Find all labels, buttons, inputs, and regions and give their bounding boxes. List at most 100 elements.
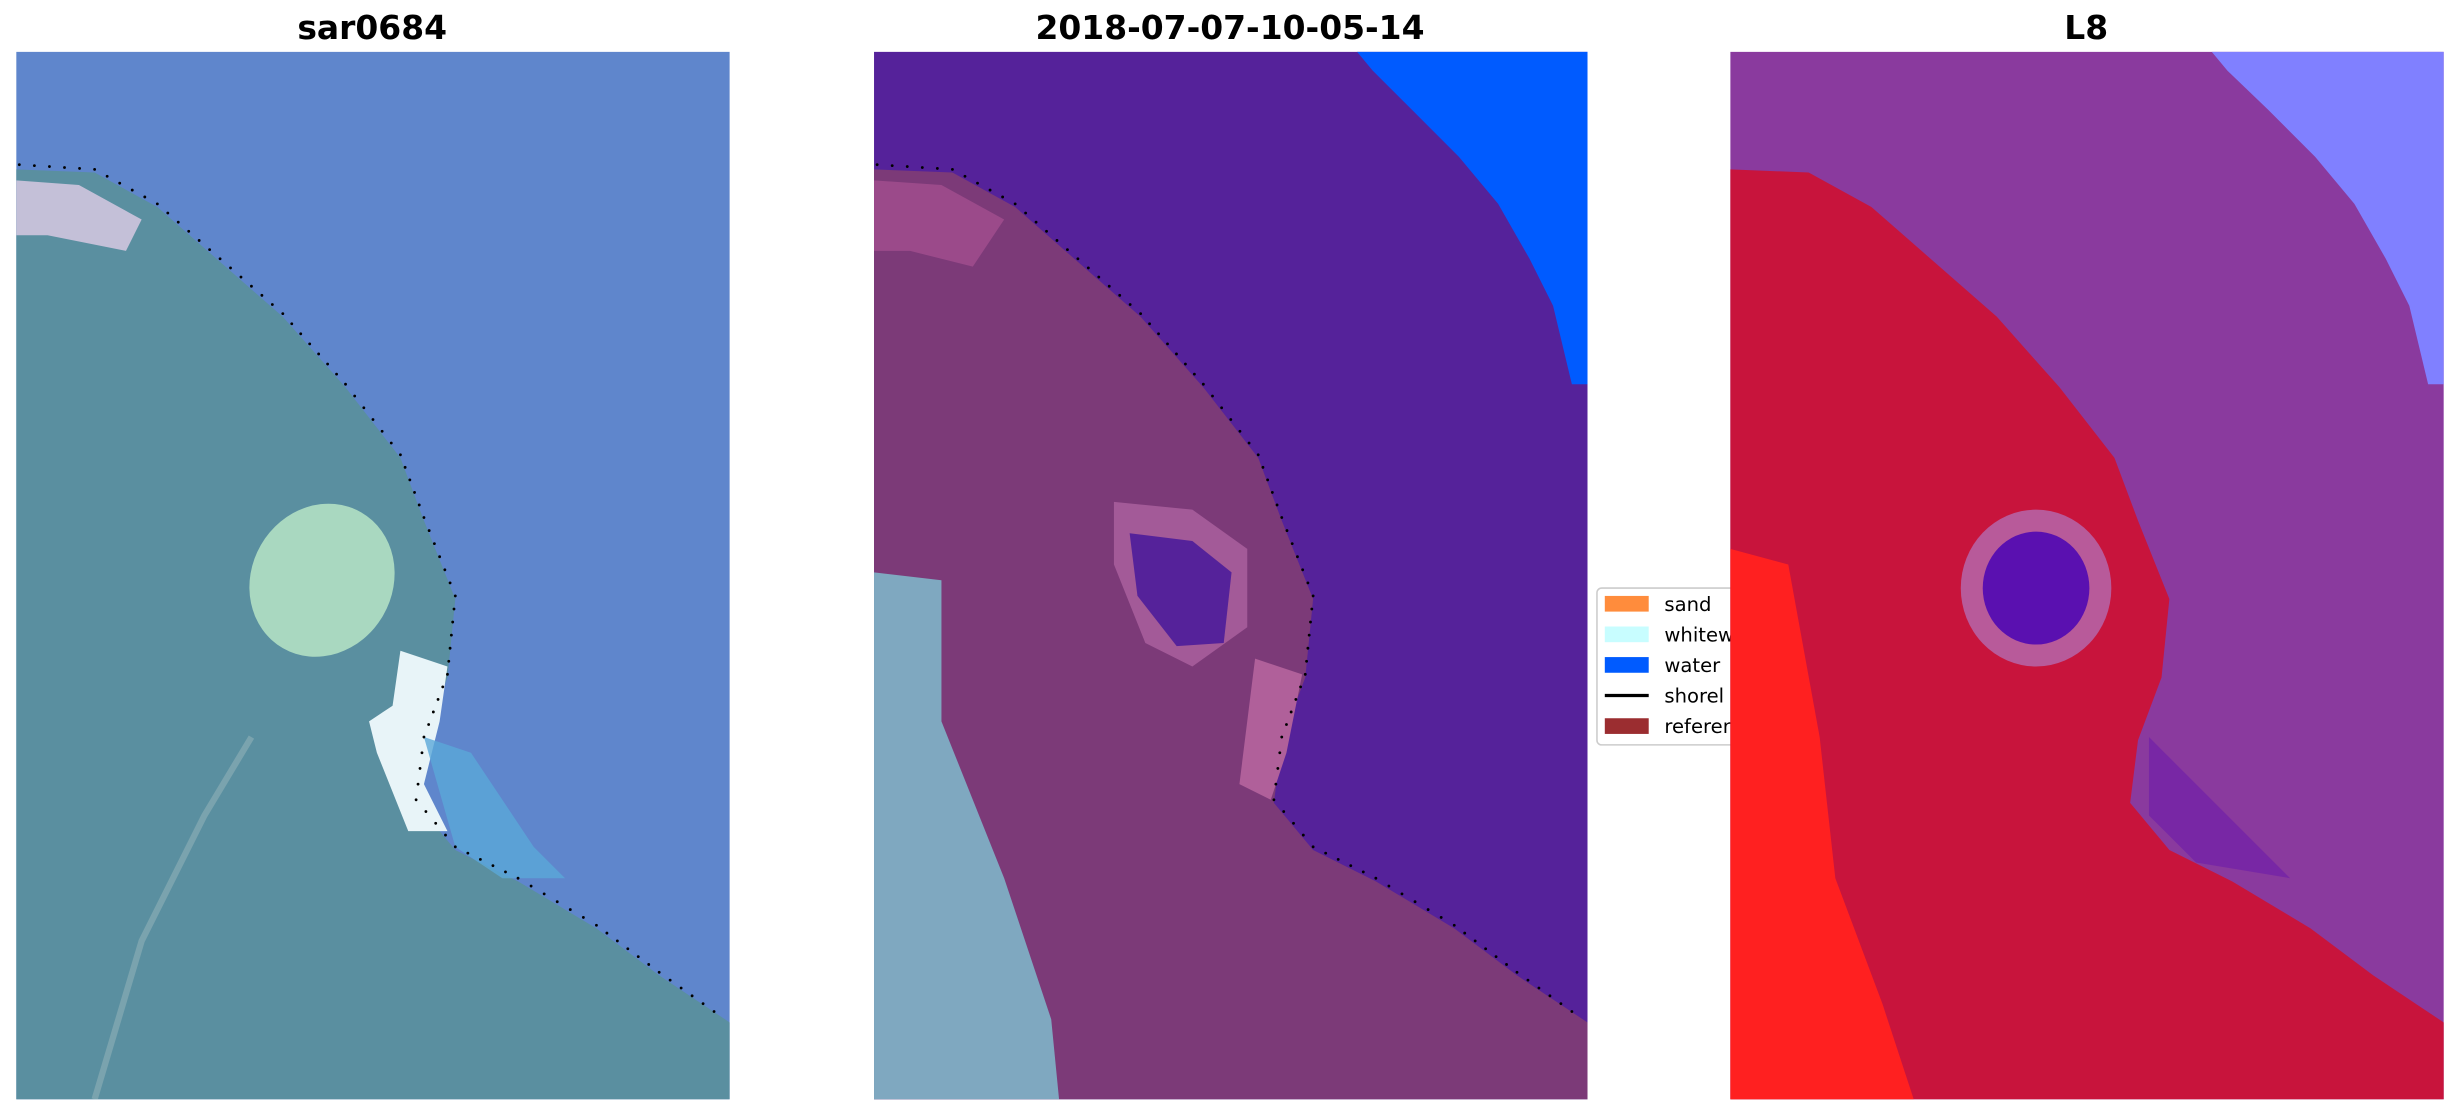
l8-panel <box>1730 51 2444 1100</box>
shoreline-dot <box>1229 418 1233 421</box>
shoreline-dot <box>657 970 661 974</box>
shoreline-dot <box>408 478 412 482</box>
shoreline-dot <box>417 503 421 507</box>
shoreline-dot <box>595 923 598 927</box>
shoreline-dot <box>451 620 455 624</box>
shoreline-dot <box>130 188 134 192</box>
shoreline-dot <box>1280 516 1284 519</box>
shoreline-dot <box>260 293 264 297</box>
classified-panel <box>874 51 1588 1100</box>
shoreline-dot <box>447 659 451 663</box>
shoreline-dot <box>1570 1010 1574 1013</box>
shoreline-dot <box>143 195 147 199</box>
shoreline-dot <box>453 845 457 849</box>
shoreline-dot <box>491 864 495 868</box>
shoreline-dot <box>335 372 338 376</box>
shoreline-dot <box>1247 441 1251 445</box>
shoreline-dot <box>504 870 507 874</box>
shoreline-dot <box>380 429 384 433</box>
shoreline-dot <box>229 266 232 270</box>
legend-label: sand <box>1664 593 1711 616</box>
shoreline-dot <box>105 174 109 178</box>
shoreline-dot <box>1148 322 1151 326</box>
shoreline-dot <box>1484 947 1488 951</box>
shoreline-dot <box>1290 542 1294 546</box>
shoreline-dot <box>1537 986 1541 990</box>
shoreline-dot <box>555 900 559 904</box>
shoreline-dot <box>155 202 159 206</box>
shoreline-dot <box>32 164 36 168</box>
shoreline-dot <box>1301 833 1305 837</box>
shoreline-dot <box>344 382 347 386</box>
shoreline-dot <box>452 607 456 611</box>
shoreline-dot <box>1211 394 1214 398</box>
shoreline-dot <box>1292 821 1295 825</box>
shoreline-dot <box>1285 529 1289 532</box>
shoreline-dot <box>1336 857 1340 861</box>
shoreline-dot <box>414 798 418 802</box>
legend: sand whitew water shorel referen <box>1596 587 1739 746</box>
shoreline-dot <box>1238 429 1242 433</box>
legend-label: shorel <box>1664 685 1724 708</box>
shoreline-dot <box>1274 782 1278 786</box>
legend-label: water <box>1664 654 1721 677</box>
shoreline-dot <box>431 710 435 714</box>
shoreline-dot <box>712 1010 716 1013</box>
shoreline-dot <box>615 939 619 943</box>
shoreline-dot <box>1387 884 1391 888</box>
shoreline-dot <box>1086 266 1090 270</box>
shoreline-dot <box>1306 646 1310 650</box>
shoreline-dot <box>166 211 170 215</box>
shoreline-dot <box>1275 503 1279 507</box>
shoreline-dot <box>399 453 402 457</box>
shoreline-dot <box>48 165 51 168</box>
shoreline-dot <box>418 767 422 770</box>
shoreline-dot <box>1494 955 1498 959</box>
shoreline-dot <box>963 174 967 178</box>
shoreline-dot <box>1285 723 1288 726</box>
shoreline-dot <box>636 955 640 959</box>
shoreline-dot <box>1192 372 1196 376</box>
shoreline-dot <box>197 239 201 242</box>
shoreline-dot <box>1311 594 1315 598</box>
shoreline-dot <box>270 303 274 306</box>
shoreline-dot <box>281 312 285 316</box>
shoreline-dot <box>466 851 470 855</box>
shoreline-dot <box>1505 963 1508 966</box>
shoreline-dot <box>1439 915 1443 919</box>
shoreline-dot <box>299 332 303 336</box>
shoreline-dot <box>568 908 572 911</box>
shoreline-dot <box>951 167 954 171</box>
shoreline-dot <box>1303 672 1307 676</box>
shoreline-dot <box>17 163 21 167</box>
legend-swatch-1 <box>1604 626 1649 643</box>
shoreline-dot <box>448 581 452 585</box>
shoreline-dot <box>416 782 420 786</box>
shoreline-dot <box>890 164 894 168</box>
shoreline-dot <box>1097 275 1101 279</box>
shoreline-dot <box>1548 994 1552 998</box>
shoreline-dot <box>93 167 97 171</box>
shoreline-dot <box>1426 908 1430 911</box>
shoreline-dot <box>187 229 191 233</box>
shoreline-dot <box>1201 382 1205 386</box>
shoreline-dot <box>690 994 694 998</box>
shoreline-dot <box>1013 202 1017 206</box>
shoreline-dot <box>1324 851 1328 855</box>
shoreline-dot <box>1301 568 1305 572</box>
shoreline-dot <box>516 876 520 880</box>
shoreline-dot <box>1045 229 1048 233</box>
shoreline-dot <box>542 892 546 896</box>
shoreline-dot <box>413 491 416 494</box>
shoreline-dot <box>1076 257 1080 261</box>
shoreline-dot <box>605 931 609 935</box>
shoreline-dot <box>389 441 393 445</box>
panel-title-date: 2018-07-07-10-05-14 <box>1035 8 1424 47</box>
shoreline-dot <box>432 542 436 546</box>
shoreline-dot <box>1107 284 1111 288</box>
shoreline-dot <box>434 821 438 825</box>
shoreline-dot <box>78 167 81 170</box>
shoreline-dot <box>427 529 431 532</box>
shoreline-dot <box>1272 798 1276 802</box>
shoreline-dot <box>701 1002 705 1006</box>
